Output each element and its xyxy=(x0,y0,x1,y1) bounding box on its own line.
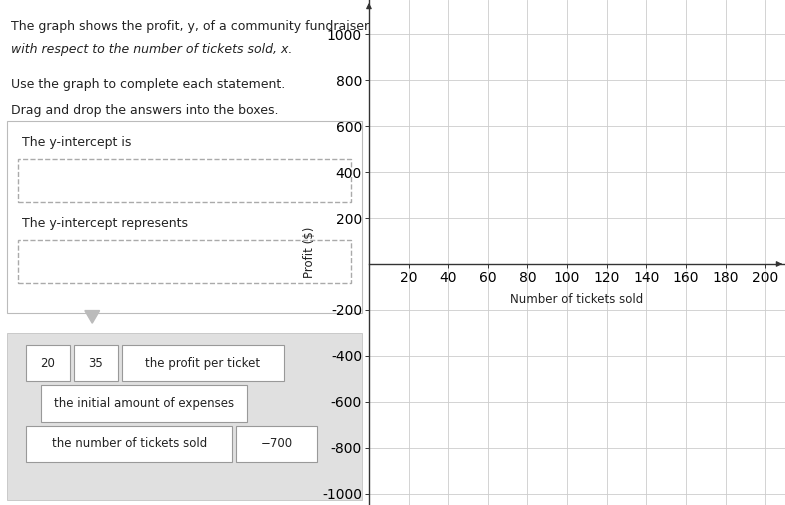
X-axis label: Number of tickets sold: Number of tickets sold xyxy=(510,293,644,306)
Text: the profit per ticket: the profit per ticket xyxy=(145,357,261,370)
FancyBboxPatch shape xyxy=(236,426,317,462)
Text: 20: 20 xyxy=(41,357,56,370)
Text: The y-intercept is: The y-intercept is xyxy=(22,136,132,149)
FancyBboxPatch shape xyxy=(7,121,362,313)
FancyBboxPatch shape xyxy=(41,385,247,422)
Text: The y-intercept represents: The y-intercept represents xyxy=(22,217,188,230)
FancyBboxPatch shape xyxy=(122,345,284,381)
Text: 35: 35 xyxy=(89,357,104,370)
FancyBboxPatch shape xyxy=(74,345,118,381)
Text: the number of tickets sold: the number of tickets sold xyxy=(52,437,206,450)
FancyBboxPatch shape xyxy=(19,159,350,202)
Text: −700: −700 xyxy=(261,437,293,450)
FancyBboxPatch shape xyxy=(7,333,362,500)
Text: The graph shows the profit, y, of a community fundraiser,: The graph shows the profit, y, of a comm… xyxy=(11,20,373,33)
FancyBboxPatch shape xyxy=(19,240,350,283)
FancyBboxPatch shape xyxy=(26,345,70,381)
Text: the initial amount of expenses: the initial amount of expenses xyxy=(54,397,234,410)
FancyBboxPatch shape xyxy=(26,426,232,462)
Y-axis label: Profit ($): Profit ($) xyxy=(304,227,316,278)
Polygon shape xyxy=(85,311,100,323)
Text: Use the graph to complete each statement.: Use the graph to complete each statement… xyxy=(11,78,285,91)
Text: with respect to the number of tickets sold, x.: with respect to the number of tickets so… xyxy=(11,43,293,56)
Text: Drag and drop the answers into the boxes.: Drag and drop the answers into the boxes… xyxy=(11,104,279,117)
